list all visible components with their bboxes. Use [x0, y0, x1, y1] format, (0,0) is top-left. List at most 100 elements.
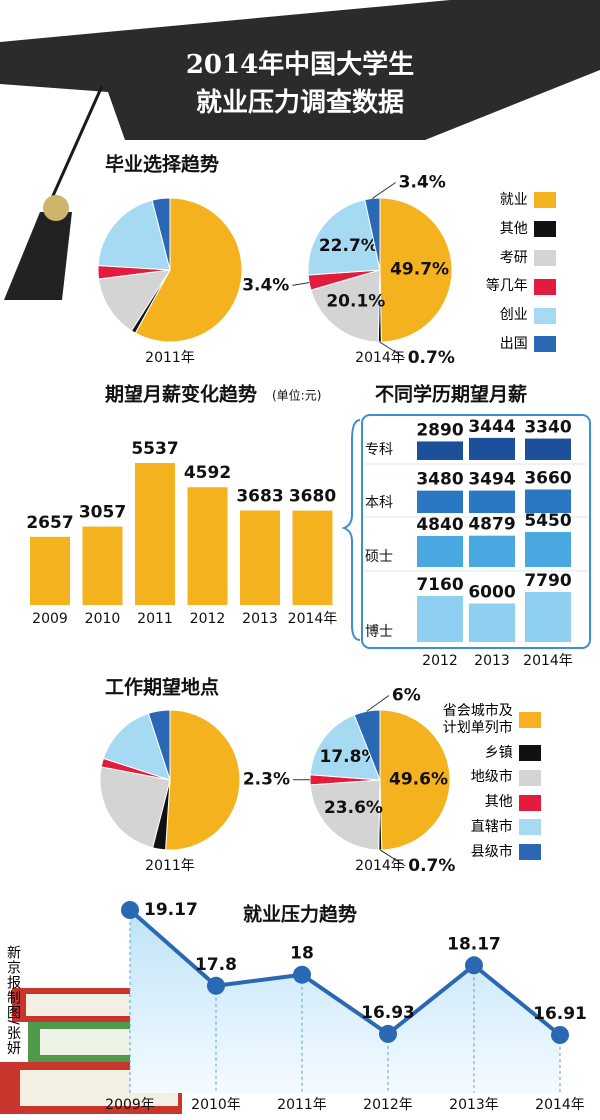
point: [293, 965, 311, 984]
legend-label: 省会城市及计划单列市: [442, 703, 513, 736]
bar: [30, 536, 70, 605]
chart-title: 毕业选择趋势: [105, 153, 219, 176]
x-tick-label: 2013: [242, 611, 278, 627]
leader-line: [372, 182, 396, 199]
panel: [361, 414, 591, 649]
bar: [135, 463, 175, 605]
x-tick-label: 2011: [137, 611, 173, 627]
point: [207, 976, 225, 995]
bar: [469, 490, 515, 513]
data-label: 2.3%: [243, 770, 290, 790]
data-label: 3680: [289, 487, 336, 507]
legend-item: 出国: [455, 336, 556, 353]
legend-label: 乡镇: [484, 744, 513, 761]
x-tick-label: 2012年: [363, 1097, 413, 1113]
pie-slice: [147, 709, 171, 781]
data-label: 3.4%: [242, 275, 289, 295]
leader-line: [379, 341, 405, 359]
legend-label: 其他: [499, 220, 528, 237]
legend-item: 创业: [455, 307, 556, 324]
pie-slice: [364, 197, 381, 271]
credit: 新京报制图/张妍: [5, 945, 21, 1056]
chart-subtitle: (单位:元): [272, 388, 321, 403]
data-label: 17.8: [195, 955, 237, 975]
data-label: 17.8%: [320, 747, 379, 767]
point: [379, 1024, 397, 1043]
legend-item: 地级市: [440, 769, 541, 786]
legend-label: 考研: [499, 249, 528, 266]
line: [128, 908, 562, 1037]
pie-slice: [379, 709, 451, 851]
pie-slice: [99, 766, 171, 849]
data-label: 23.6%: [324, 798, 383, 818]
pie-slice: [309, 779, 381, 851]
x-tick-label: 2012: [422, 653, 458, 669]
data-label: 16.93: [361, 1003, 415, 1023]
legend-label: 直辖市: [470, 818, 513, 835]
data-label: 3340: [524, 418, 571, 438]
data-label: 49.6%: [389, 770, 448, 790]
point: [121, 901, 139, 919]
data-label: 3494: [468, 470, 515, 490]
bar: [417, 596, 463, 642]
data-label: 4879: [468, 515, 515, 535]
data-label: 6%: [392, 686, 421, 706]
bar: [525, 438, 571, 460]
data-label: 18.17: [447, 934, 501, 954]
data-label: 2657: [26, 513, 73, 533]
legend-label: 其他: [484, 794, 513, 811]
data-label: 3057: [79, 503, 126, 523]
pie-label: 2014年: [355, 350, 405, 366]
data-label: 2890: [416, 420, 463, 440]
legend-item: 等几年: [455, 278, 556, 295]
data-label: 3660: [524, 469, 571, 489]
brace: [341, 419, 361, 641]
legend-label: 等几年: [485, 278, 528, 295]
legend-item: 乡镇: [440, 745, 541, 762]
tassel-cord: [50, 85, 104, 199]
pie-slice: [353, 709, 381, 781]
data-label: 5450: [524, 511, 571, 531]
legend-label: 就业: [499, 192, 528, 208]
legend-item: 直辖市: [440, 819, 541, 836]
data-label: 3.4%: [399, 173, 446, 193]
x-tick-label: 2011年: [277, 1097, 327, 1113]
pie-slice: [134, 197, 243, 343]
data-label: 19.17: [144, 900, 198, 920]
legend-swatch: [533, 336, 556, 353]
legend-item: 就业: [455, 192, 556, 209]
pie-slice: [379, 197, 453, 343]
row-label: 专科: [365, 442, 393, 458]
pie-label: 2011年: [145, 858, 195, 874]
bar: [525, 489, 571, 513]
pie-slice: [309, 714, 381, 781]
legend-swatch: [533, 221, 556, 238]
bar: [82, 526, 123, 605]
data-label: 49.7%: [390, 260, 449, 280]
data-label: 6000: [468, 582, 515, 602]
tassel: [4, 212, 72, 300]
data-label: 3683: [236, 487, 283, 507]
row-label: 本科: [365, 495, 393, 511]
data-label: 0.7%: [408, 348, 455, 368]
chart-title: 期望月薪变化趋势: [105, 383, 257, 406]
page-title: 2014年中国大学生: [186, 49, 414, 80]
legend-swatch: [533, 192, 556, 209]
legend-swatch: [518, 769, 541, 786]
bar: [525, 592, 571, 642]
data-label: 22.7%: [319, 236, 378, 256]
leader-line: [292, 282, 310, 286]
data-label: 3444: [468, 417, 515, 437]
bar: [417, 441, 463, 460]
point: [551, 1026, 569, 1044]
legend-swatch: [518, 794, 541, 811]
bar: [417, 490, 463, 513]
legend-swatch: [518, 844, 541, 861]
legend-swatch: [533, 249, 556, 266]
legend-item: 其他: [440, 794, 541, 811]
legend-label: 出国: [499, 335, 528, 352]
x-tick-label: 2013年: [449, 1097, 499, 1113]
bar: [187, 487, 228, 605]
x-tick-label: 2013: [474, 653, 510, 669]
